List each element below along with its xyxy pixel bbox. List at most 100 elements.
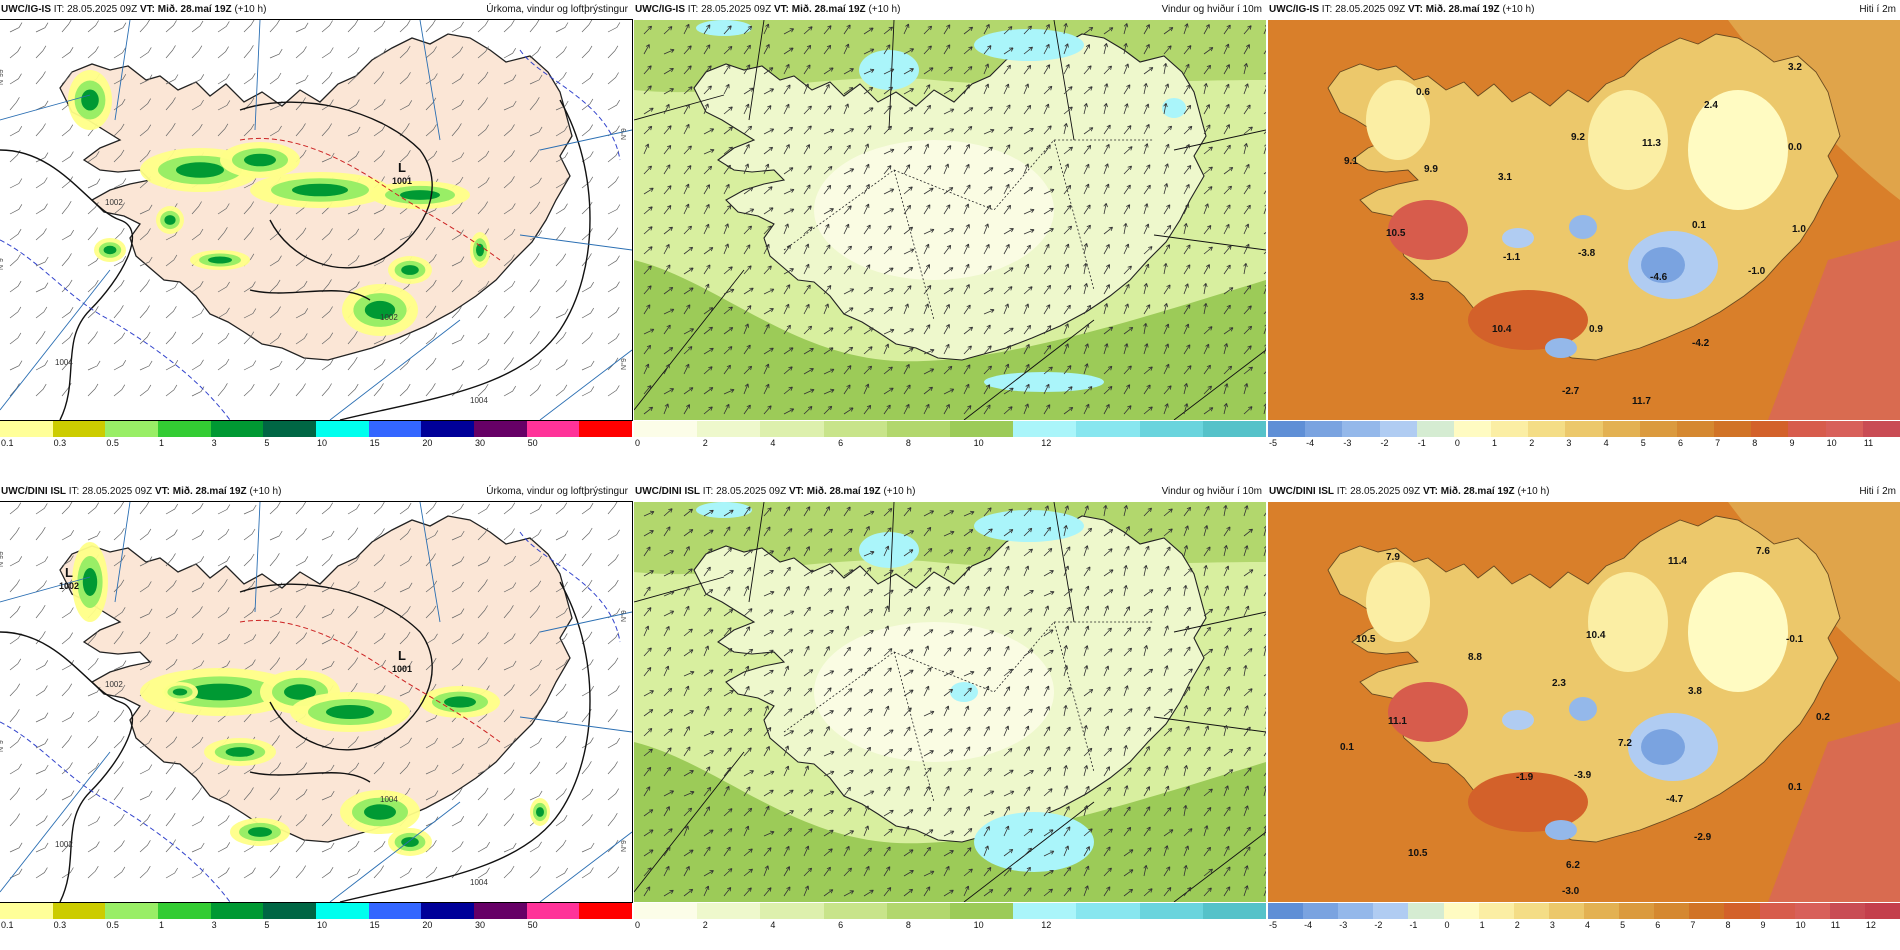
wind-arrow — [763, 727, 772, 737]
wind-barb — [399, 358, 411, 371]
wind-arrow — [923, 728, 933, 737]
wind-arrow — [683, 104, 690, 115]
wind-barb — [451, 123, 462, 137]
wind-barb — [321, 383, 332, 397]
wind-arrow — [1083, 707, 1092, 717]
wind-arrow — [1003, 243, 1010, 255]
wind-arrow — [963, 304, 971, 315]
wind-barb — [87, 280, 99, 293]
wind-arrow — [943, 749, 954, 757]
wind-arrow — [1143, 164, 1151, 175]
legend-swatches — [1268, 903, 1900, 919]
wind-arrow — [843, 407, 854, 415]
wind-arrow — [1263, 707, 1266, 717]
wind-barb — [9, 709, 20, 723]
wind-barb — [61, 683, 73, 697]
wind-arrow — [703, 885, 710, 897]
wind-arrow — [1223, 365, 1233, 375]
wind-arrow — [1003, 387, 1014, 395]
wind-barb — [191, 228, 204, 241]
wind-barb — [503, 150, 515, 163]
wind-arrow — [683, 363, 690, 375]
wind-arrow — [1203, 546, 1211, 557]
wind-arrow — [1243, 688, 1253, 697]
wind-arrow — [1043, 888, 1053, 897]
wind-arrow — [1063, 225, 1073, 235]
wind-arrow — [683, 287, 694, 295]
wind-arrow — [1043, 165, 1053, 175]
temperature-label: 3.2 — [1788, 62, 1802, 73]
wind-arrow — [883, 648, 893, 657]
wind-barb — [477, 556, 491, 567]
legend-swatch — [158, 421, 211, 437]
wind-arrow — [1043, 505, 1049, 517]
wind-arrow — [1003, 286, 1013, 295]
wind-barb — [321, 71, 333, 85]
wind-arrow — [1223, 769, 1234, 777]
temperature-label: 10.5 — [1408, 848, 1428, 859]
precip-heavy — [103, 245, 117, 255]
wind-barb — [607, 709, 618, 723]
legend-swatch — [526, 903, 580, 919]
temperature-label: 8.8 — [1468, 652, 1482, 663]
wind-barb — [295, 865, 307, 879]
wind-barb — [61, 762, 73, 775]
wind-barb — [555, 46, 567, 59]
wind-arrow — [763, 128, 775, 135]
wind-arrow — [1083, 363, 1089, 375]
legend-tick-label: 8 — [1752, 438, 1758, 448]
wind-arrow — [903, 363, 910, 375]
wind-arrow — [1003, 607, 1012, 617]
wind-barb — [555, 152, 569, 163]
wind-barb — [61, 229, 75, 241]
wind-barb — [529, 359, 542, 371]
wind-arrow — [823, 528, 833, 537]
wind-barb — [347, 281, 360, 293]
wind-barb — [217, 332, 230, 345]
wind-arrow — [983, 889, 994, 897]
wind-arrow — [763, 590, 775, 597]
legend-tick-label: 15 — [369, 920, 380, 930]
wind-barb — [607, 72, 619, 85]
panel-header: UWC/IG-IS IT: 28.05.2025 09Z VT: Mið. 28… — [0, 0, 632, 20]
wind-arrow — [1263, 692, 1266, 697]
wind-arrow — [883, 667, 892, 677]
temperature-label: 0.2 — [1816, 712, 1830, 723]
wind-barb — [555, 308, 569, 319]
wind-arrow — [1263, 391, 1266, 395]
wind-barb — [399, 528, 411, 541]
wind-arrow — [683, 726, 690, 737]
wind-arrow — [1223, 343, 1229, 355]
wind-arrow — [683, 225, 692, 235]
wind-arrow — [703, 203, 710, 215]
wind-arrow — [683, 86, 693, 95]
wind-arrow — [723, 729, 734, 737]
wind-arrow — [1103, 27, 1114, 35]
wind-arrow — [903, 649, 914, 657]
wind-arrow — [923, 204, 931, 215]
wind-barb — [451, 787, 463, 801]
wind-arrow — [803, 165, 812, 175]
wind-arrow — [823, 609, 834, 617]
wind-arrow — [763, 550, 775, 557]
wind-arrow — [1083, 163, 1090, 175]
wind-barb — [321, 332, 334, 345]
wind-arrow — [1203, 846, 1211, 857]
wind-barb — [425, 227, 436, 241]
wind-arrow — [923, 767, 932, 777]
wind-arrow — [1223, 725, 1228, 737]
wind-barb — [503, 737, 516, 749]
wind-barb — [295, 280, 308, 293]
legend-swatch — [1654, 903, 1690, 919]
graticule-label: N°99 — [0, 69, 5, 85]
wind-arrow — [723, 526, 731, 537]
wind-barb — [373, 227, 385, 241]
wind-barb — [555, 177, 568, 189]
legend-swatch — [105, 903, 159, 919]
wind-barb — [477, 71, 489, 85]
wind-barb — [425, 790, 439, 801]
wind-arrow — [863, 308, 874, 315]
wind-arrow — [723, 747, 732, 757]
wind-arrow — [803, 303, 810, 315]
